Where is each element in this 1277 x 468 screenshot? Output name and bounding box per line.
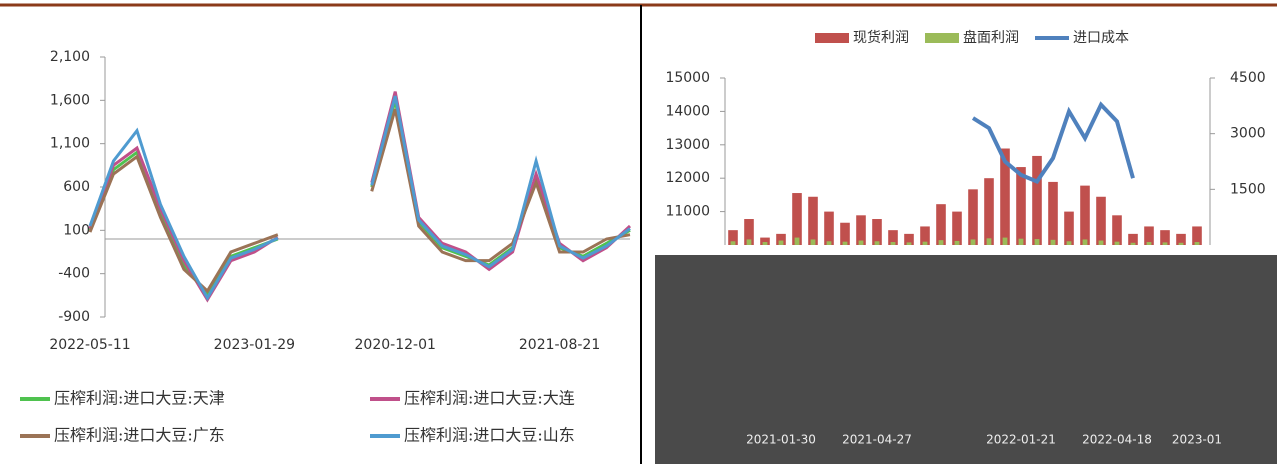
series-line <box>372 109 630 261</box>
y-tick-label: -900 <box>58 309 90 325</box>
y-tick-label: 1,600 <box>50 92 90 108</box>
x-tick-label: 2023-01 <box>1172 433 1222 447</box>
bar <box>1064 212 1074 245</box>
series-line <box>372 96 630 267</box>
bar <box>808 197 818 245</box>
bar <box>1016 167 1026 245</box>
bar <box>1147 242 1152 245</box>
bar <box>936 204 946 245</box>
bar <box>811 239 816 245</box>
bar <box>1096 197 1106 245</box>
bar <box>923 242 928 245</box>
bar <box>1112 215 1122 245</box>
legend-label: 进口成本 <box>1073 30 1129 46</box>
bar <box>1048 182 1058 245</box>
x-tick-label: 2020-12-01 <box>355 337 436 353</box>
bar <box>907 242 912 245</box>
bar <box>987 238 992 245</box>
bar <box>971 239 976 245</box>
x-tick-label: 2023-01-29 <box>214 337 295 353</box>
bar <box>795 238 800 245</box>
bar <box>1032 156 1042 245</box>
bar <box>827 241 832 245</box>
bar <box>1080 186 1090 245</box>
y-tick-label: 2,100 <box>50 49 90 65</box>
bar <box>1067 241 1072 245</box>
x-tick-label: 2022-01-21 <box>986 433 1056 447</box>
bar <box>779 241 784 245</box>
bar <box>763 242 768 245</box>
legend-label: 压榨利润:进口大豆:大连 <box>404 389 575 408</box>
bar <box>984 178 994 245</box>
legend-label: 现货利润 <box>853 29 909 46</box>
y-tick-label: 1,100 <box>50 136 90 152</box>
series-line <box>90 152 278 295</box>
bar <box>1019 239 1024 245</box>
bar <box>1035 239 1040 245</box>
bar <box>939 240 944 245</box>
y-tick-label: 600 <box>63 179 90 195</box>
bar <box>859 241 864 245</box>
bar <box>952 212 962 245</box>
bar <box>1179 243 1184 245</box>
bar <box>875 241 880 245</box>
bar <box>1099 241 1104 245</box>
x-tick-label: 2021-08-21 <box>519 337 600 353</box>
y-tick-label: 15000 <box>665 70 710 86</box>
bar <box>891 242 896 245</box>
chart: -900 -400 100 600 1,100 1,600 2,100 2022-05-11 2… <box>0 0 1277 464</box>
bar <box>1115 242 1120 245</box>
y-tick-label: 11000 <box>665 204 710 220</box>
x-tick-label: 2021-04-27 <box>842 433 912 447</box>
bar <box>968 189 978 245</box>
x-tick-label: 2021-01-30 <box>746 433 816 447</box>
bar <box>1003 238 1008 245</box>
bar <box>872 219 882 245</box>
bar <box>1131 243 1136 245</box>
bar <box>843 242 848 245</box>
bar <box>1195 242 1200 245</box>
y-tick-label: 12000 <box>665 170 710 186</box>
series-line <box>90 157 278 291</box>
x-tick-label: 2022-04-18 <box>1082 433 1152 447</box>
y2-tick-label: 1500 <box>1230 181 1266 197</box>
legend-swatch <box>815 33 849 43</box>
x-tick-label: 2022-05-11 <box>49 337 130 353</box>
y-tick-label: 14000 <box>665 103 710 119</box>
legend-label: 盘面利润 <box>963 29 1019 46</box>
y2-tick-label: 4500 <box>1230 70 1266 86</box>
bar <box>792 193 802 245</box>
bar <box>824 212 834 245</box>
y-tick-label: -400 <box>58 266 90 282</box>
bar <box>1163 242 1168 245</box>
legend-swatch <box>925 33 959 43</box>
legend-label: 压榨利润:进口大豆:山东 <box>404 426 575 445</box>
bar <box>955 241 960 245</box>
bar <box>1083 239 1088 245</box>
y-tick-label: 100 <box>63 222 90 238</box>
series-line <box>973 105 1133 182</box>
bar <box>747 239 752 245</box>
legend-label: 压榨利润:进口大豆:天津 <box>54 389 225 408</box>
series-line <box>90 131 278 298</box>
y-tick-label: 13000 <box>665 137 710 153</box>
legend-label: 压榨利润:进口大豆:广东 <box>54 426 225 445</box>
bar <box>731 241 736 245</box>
y2-tick-label: 3000 <box>1230 126 1266 142</box>
bar <box>1051 240 1056 245</box>
